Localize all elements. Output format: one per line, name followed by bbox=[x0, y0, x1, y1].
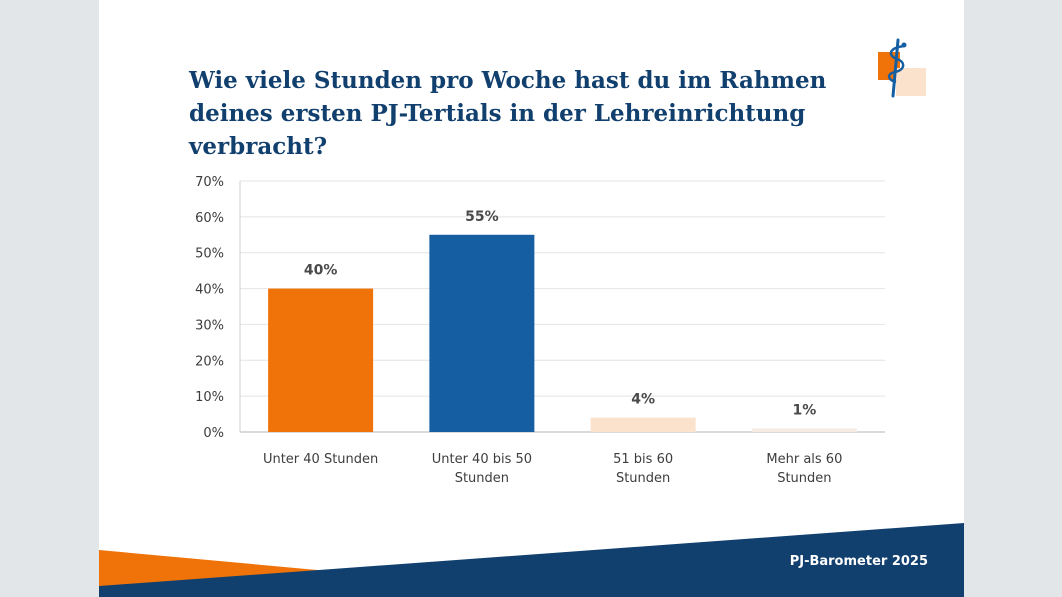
bar bbox=[590, 417, 696, 432]
y-tick-label: 60% bbox=[195, 211, 224, 226]
y-tick-label: 0% bbox=[203, 426, 224, 441]
data-label: 40% bbox=[304, 263, 338, 279]
y-tick-label: 70% bbox=[195, 175, 224, 190]
y-tick-label: 30% bbox=[195, 318, 224, 333]
x-category-label: Stunden bbox=[455, 471, 509, 486]
bar bbox=[429, 234, 535, 432]
footer-label: PJ-Barometer 2025 bbox=[789, 554, 928, 569]
data-label: 55% bbox=[465, 209, 499, 225]
slide: Wie viele Stunden pro Woche hast du im R… bbox=[99, 0, 964, 597]
chart-title: Wie viele Stunden pro Woche hast du im R… bbox=[189, 67, 827, 160]
bar-chart: 0% 10% 20% 30% 40% 50% 60% 70% 40% Unter 40 Stund… bbox=[195, 175, 885, 486]
x-category-label: Unter 40 Stunden bbox=[263, 452, 378, 467]
data-label: 1% bbox=[792, 402, 816, 418]
footer-band bbox=[99, 523, 964, 597]
x-category-label: Mehr als 60 bbox=[766, 452, 842, 467]
data-label: 4% bbox=[631, 392, 655, 408]
x-category-label: 51 bis 60 bbox=[613, 452, 673, 467]
x-category-label: Unter 40 bis 50 bbox=[432, 452, 532, 467]
bar bbox=[268, 288, 374, 432]
y-tick-label: 40% bbox=[195, 283, 224, 298]
x-category-label: Stunden bbox=[616, 471, 670, 486]
x-category-label: Stunden bbox=[777, 471, 831, 486]
y-tick-label: 50% bbox=[195, 247, 224, 262]
bar bbox=[751, 428, 857, 432]
y-tick-label: 20% bbox=[195, 354, 224, 369]
y-tick-label: 10% bbox=[195, 390, 224, 405]
medical-staff-logo-icon bbox=[878, 38, 926, 98]
